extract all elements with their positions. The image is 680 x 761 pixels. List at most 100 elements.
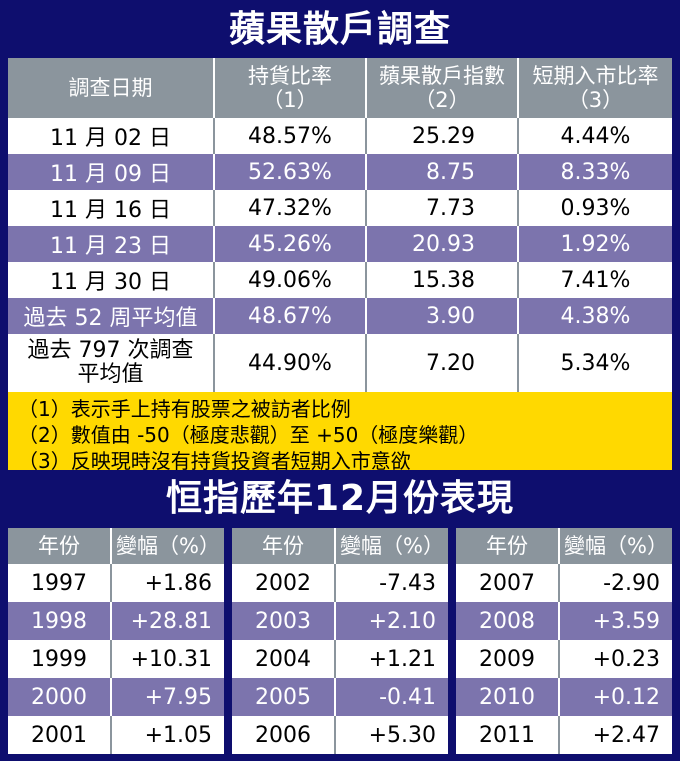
survey-table: 調查日期 持貨比率 （1） 蘋果散戶指數 （2） 短期入市比率 （3） 11 月… [8,58,672,473]
header-date: 調查日期 [8,58,215,118]
change-cell: -0.41 [336,678,448,716]
table-row: 2006 +5.30 [232,716,448,754]
date-cell: 11 月 02 日 [8,118,215,154]
footnote-1: （1）表示手上持有股票之被訪者比例 [18,397,351,421]
index-cell: 7.73 [367,190,519,226]
entry-cell: 8.33% [519,154,672,190]
year-cell: 2002 [232,564,336,602]
hsi-title: 恒指歷年12月份表現 [165,478,515,519]
year-cell: 2003 [232,602,336,640]
header-entry: 短期入市比率 （3） [519,58,672,118]
holding-cell: 48.57% [215,118,367,154]
change-cell: +2.47 [560,716,672,754]
holding-cell: 48.67% [215,298,367,334]
header-holding: 持貨比率 （1） [215,58,367,118]
header-entry-label: 短期入市比率 [532,64,659,88]
hsi-table-2: 年份 變幅（%） 2002 -7.43 2003 +2.10 2004 +1.21 2… [232,528,448,754]
index-cell: 8.75 [367,154,519,190]
header-index-label: 蘋果散戶指數 [379,64,505,88]
header-change: 變幅（%） [112,528,224,564]
date-cell: 11 月 16 日 [8,190,215,226]
hsi-header-row: 年份 變幅（%） [456,528,672,564]
change-cell: +7.95 [112,678,224,716]
year-cell: 2004 [232,640,336,678]
header-index: 蘋果散戶指數 （2） [367,58,519,118]
year-cell: 2006 [232,716,336,754]
year-cell: 1997 [8,564,112,602]
table-row: 11 月 16 日 47.32% 7.73 0.93% [8,190,672,226]
change-cell: +5.30 [336,716,448,754]
header-year: 年份 [232,528,336,564]
table-row: 1999 +10.31 [8,640,224,678]
header-entry-note: （3） [567,88,624,112]
header-year: 年份 [8,528,112,564]
table-row: 2011 +2.47 [456,716,672,754]
table-row: 2002 -7.43 [232,564,448,602]
header-change: 變幅（%） [560,528,672,564]
header-index-note: （2） [414,88,470,112]
year-cell: 2007 [456,564,560,602]
table-row: 2001 +1.05 [8,716,224,754]
year-cell: 2001 [8,716,112,754]
change-cell: +2.10 [336,602,448,640]
header-holding-note: （1） [262,88,318,112]
change-cell: +1.86 [112,564,224,602]
entry-cell: 1.92% [519,226,672,262]
change-cell: +0.23 [560,640,672,678]
hsi-table-3: 年份 變幅（%） 2007 -2.90 2008 +3.59 2009 +0.23 2… [456,528,672,754]
table-row: 11 月 30 日 49.06% 15.38 7.41% [8,262,672,298]
hsi-header-row: 年份 變幅（%） [8,528,224,564]
table-row: 1998 +28.81 [8,602,224,640]
table-row: 11 月 09 日 52.63% 8.75 8.33% [8,154,672,190]
table-row: 過去 797 次調查 平均值 44.90% 7.20 5.34% [8,334,672,392]
footnotes: （1）表示手上持有股票之被訪者比例 （2）數值由 -50（極度悲觀）至 +50（… [8,392,672,473]
header-year: 年份 [456,528,560,564]
entry-cell: 0.93% [519,190,672,226]
change-cell: -7.43 [336,564,448,602]
index-cell: 7.20 [367,334,519,392]
index-cell: 20.93 [367,226,519,262]
holding-cell: 49.06% [215,262,367,298]
hsi-header-row: 年份 變幅（%） [232,528,448,564]
header-change: 變幅（%） [336,528,448,564]
date-cell: 過去 52 周平均值 [8,298,215,334]
change-cell: +3.59 [560,602,672,640]
holding-cell: 45.26% [215,226,367,262]
table-row: 2004 +1.21 [232,640,448,678]
year-cell: 1999 [8,640,112,678]
index-cell: 25.29 [367,118,519,154]
change-cell: +0.12 [560,678,672,716]
entry-cell: 4.38% [519,298,672,334]
change-cell: +10.31 [112,640,224,678]
table-row: 2008 +3.59 [456,602,672,640]
survey-title: 蘋果散戶調查 [228,9,451,50]
change-cell: +28.81 [112,602,224,640]
footnote-2: （2）數值由 -50（極度悲觀）至 +50（極度樂觀） [18,423,479,447]
table-row: 1997 +1.86 [8,564,224,602]
change-cell: +1.05 [112,716,224,754]
date-cell: 11 月 30 日 [8,262,215,298]
header-holding-label: 持貨比率 [248,64,332,88]
table-row: 11 月 23 日 45.26% 20.93 1.92% [8,226,672,262]
table-row: 11 月 02 日 48.57% 25.29 4.44% [8,118,672,154]
year-cell: 2005 [232,678,336,716]
table-row: 2003 +2.10 [232,602,448,640]
date-cell-text: 過去 797 次調查 平均值 [28,339,194,387]
table-row: 2009 +0.23 [456,640,672,678]
table-row: 2005 -0.41 [232,678,448,716]
survey-header-row: 調查日期 持貨比率 （1） 蘋果散戶指數 （2） 短期入市比率 （3） [8,58,672,118]
date-cell: 11 月 09 日 [8,154,215,190]
date-cell: 11 月 23 日 [8,226,215,262]
date-line-2: 平均值 [77,362,144,387]
change-cell: -2.90 [560,564,672,602]
year-cell: 2010 [456,678,560,716]
year-cell: 2008 [456,602,560,640]
table-row: 過去 52 周平均值 48.67% 3.90 4.38% [8,298,672,334]
holding-cell: 44.90% [215,334,367,392]
holding-cell: 47.32% [215,190,367,226]
entry-cell: 7.41% [519,262,672,298]
year-cell: 2011 [456,716,560,754]
holding-cell: 52.63% [215,154,367,190]
table-row: 2000 +7.95 [8,678,224,716]
